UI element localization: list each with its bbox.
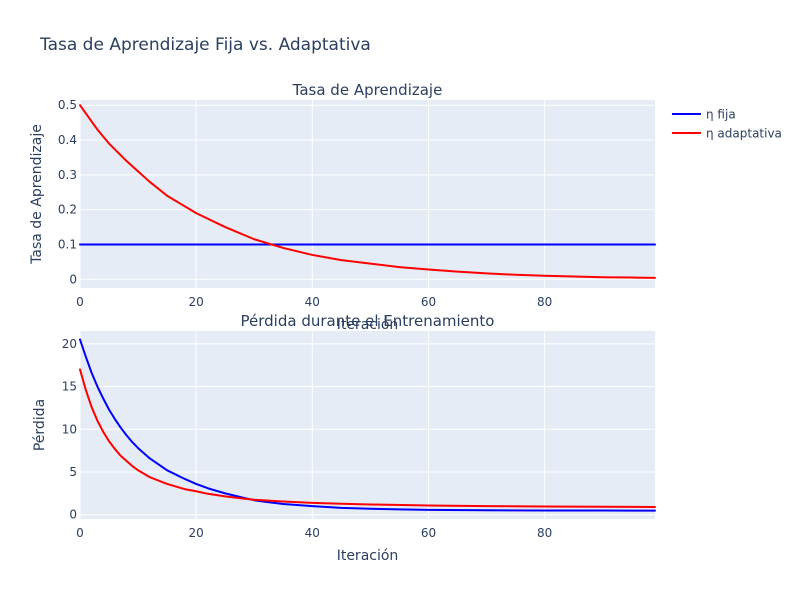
- loss-grid: [79, 331, 655, 519]
- loss-y-tick-label: 20: [62, 337, 77, 351]
- loss-series-line-adaptive: [79, 368, 656, 508]
- loss-tick-labels: 0 20 40 60 80 0 5 10 15 20: [62, 337, 553, 540]
- loss-series-line-fixed: [79, 338, 656, 512]
- learning-rate-x-tick-label: 40: [305, 295, 320, 309]
- learning-rate-y-tick-label: 0.2: [58, 203, 77, 217]
- loss-x-tick-label: 60: [421, 526, 436, 540]
- learning-rate-tick-labels: 0 20 40 60 80 0 0.1 0.2 0.3 0.4 0.5: [58, 98, 552, 309]
- learning-rate-y-tick-label: 0.3: [58, 168, 77, 182]
- learning-rate-y-tick-label: 0: [69, 272, 77, 286]
- loss-subplot: 0 20 40 60 80 0 5 10 15 20 Pérdida durante el Ent…: [32, 312, 656, 564]
- learning-rate-subplot: 0 20 40 60 80 0 0.1 0.2 0.3 0.4 0.5 Tasa de Aprend…: [29, 81, 656, 333]
- loss-x-tick-label: 40: [305, 526, 320, 540]
- learning-rate-series: [79, 104, 656, 279]
- learning-rate-x-tick-label: 20: [189, 295, 204, 309]
- learning-rate-series-line-adaptive: [79, 104, 656, 279]
- learning-rate-x-axis-title: Iteración: [337, 317, 399, 333]
- learning-rate-y-axis-title: Tasa de Aprendizaje: [29, 124, 45, 265]
- learning-rate-x-tick-label: 0: [76, 295, 84, 309]
- loss-y-tick-label: 0: [69, 508, 77, 522]
- learning-rate-y-tick-label: 0.5: [58, 98, 77, 112]
- loss-x-tick-label: 80: [537, 526, 552, 540]
- legend-item-adaptive-rate[interactable]: η adaptativa: [672, 127, 782, 141]
- legend-label-fixed-rate: η fija: [706, 108, 736, 122]
- legend-item-fixed-rate[interactable]: η fija: [672, 108, 736, 122]
- chart-legend: η fija η adaptativa: [672, 108, 782, 141]
- loss-y-axis-title: Pérdida: [32, 399, 48, 451]
- learning-rate-x-tick-label: 60: [421, 295, 436, 309]
- loss-y-tick-label: 5: [69, 465, 77, 479]
- learning-rate-subplot-title: Tasa de Aprendizaje: [292, 81, 443, 99]
- chart-title: Tasa de Aprendizaje Fija vs. Adaptativa: [39, 35, 371, 55]
- loss-x-tick-label: 0: [76, 526, 84, 540]
- learning-rate-y-tick-label: 0.1: [58, 237, 77, 251]
- loss-y-tick-label: 15: [62, 380, 77, 394]
- learning-rate-plot-background: [80, 100, 655, 288]
- loss-subplot-title: Pérdida durante el Entrenamiento: [241, 312, 495, 330]
- loss-plot-background: [80, 331, 655, 519]
- loss-x-tick-label: 20: [189, 526, 204, 540]
- loss-x-axis-title: Iteración: [337, 548, 399, 564]
- loss-y-tick-label: 10: [62, 422, 77, 436]
- legend-label-adaptive-rate: η adaptativa: [706, 127, 782, 141]
- learning-rate-y-tick-label: 0.4: [58, 133, 77, 147]
- learning-rate-x-tick-label: 80: [537, 295, 552, 309]
- loss-series: [79, 338, 656, 512]
